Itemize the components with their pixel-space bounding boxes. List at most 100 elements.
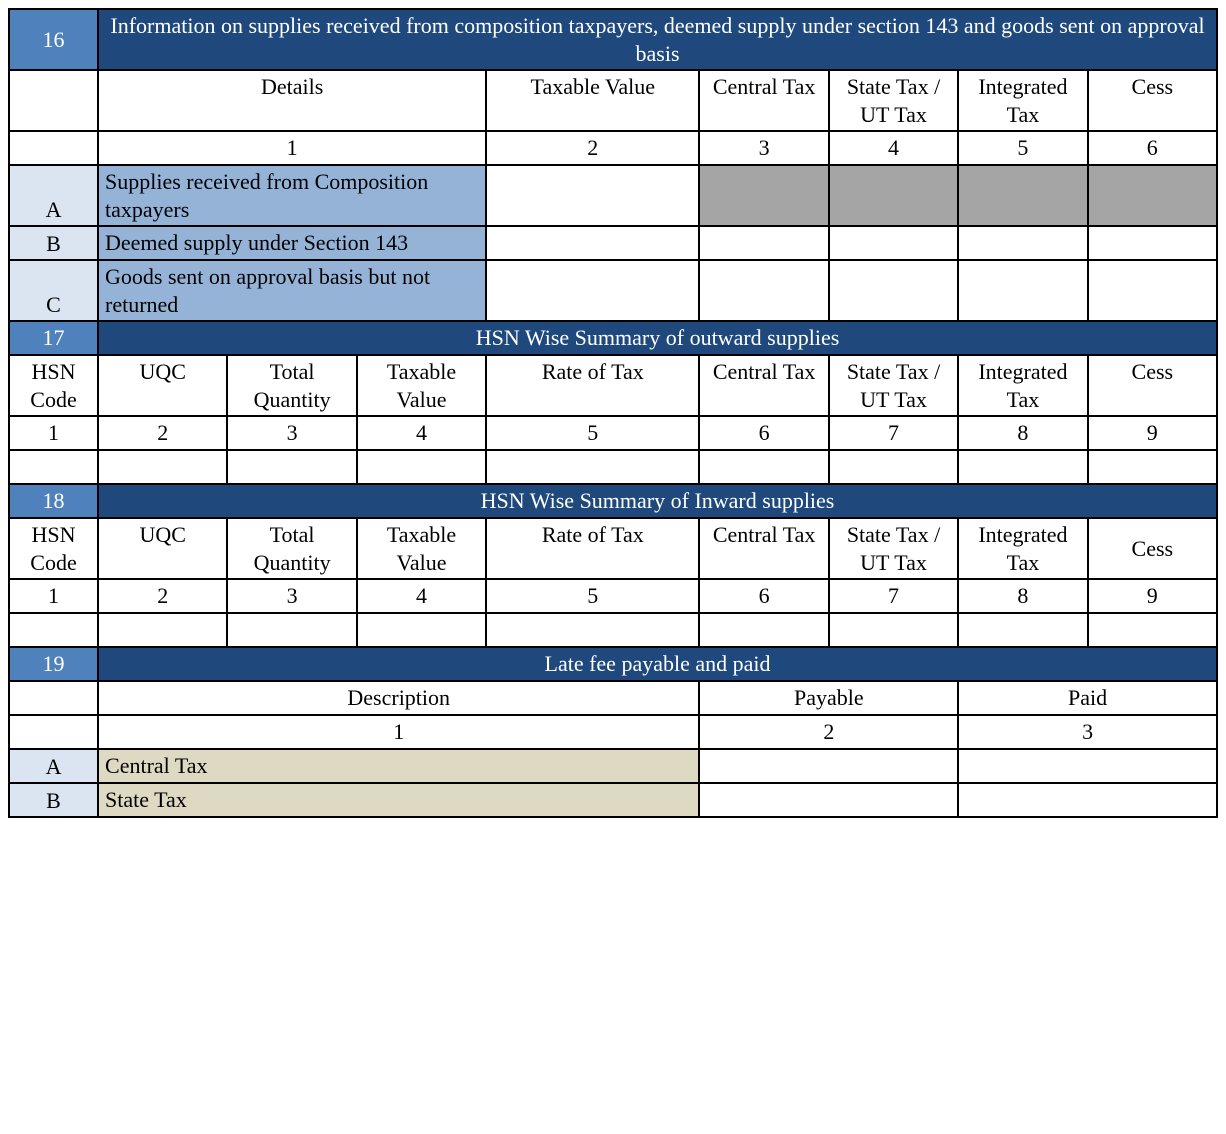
cell-blank [9,131,98,165]
col-total-quantity: Total Quantity [227,355,356,416]
colnum: 9 [1088,579,1217,613]
cell [9,450,98,484]
section-17-title: HSN Wise Summary of outward supplies [98,321,1217,355]
row-B-label: B [9,226,98,260]
cell [829,226,958,260]
cell [829,613,958,647]
cell-na [958,165,1087,226]
section-18-title: HSN Wise Summary of Inward supplies [98,484,1217,518]
cell [9,613,98,647]
row-A-label: A [9,749,98,783]
cell [1088,260,1217,321]
col-payable: Payable [699,681,958,715]
cell [699,613,828,647]
cell [98,613,227,647]
cell [699,783,958,817]
colnum: 8 [958,416,1087,450]
cell [486,165,699,226]
col-taxable-value: Taxable Value [486,70,699,131]
colnum: 1 [9,579,98,613]
cell [1088,226,1217,260]
col-hsn-code: HSN Code [9,518,98,579]
col-uqc: UQC [98,355,227,416]
colnum: 6 [699,579,828,613]
section-16-number: 16 [9,9,98,70]
cell [829,260,958,321]
cell [958,450,1087,484]
colnum: 3 [699,131,828,165]
section-16-title: Information on supplies received from co… [98,9,1217,70]
row-C-desc: Goods sent on approval basis but not ret… [98,260,486,321]
cell [699,260,828,321]
colnum: 3 [227,416,356,450]
cell [958,260,1087,321]
colnum: 7 [829,416,958,450]
cell [98,450,227,484]
cell-blank [9,715,98,749]
cell [1088,613,1217,647]
colnum: 7 [829,579,958,613]
cell [958,226,1087,260]
colnum: 1 [98,131,486,165]
col-state-ut-tax: State Tax / UT Tax [829,355,958,416]
colnum: 3 [958,715,1217,749]
col-paid: Paid [958,681,1217,715]
cell [227,613,356,647]
cell [1088,450,1217,484]
cell [357,450,486,484]
colnum: 1 [98,715,699,749]
row-B-desc: State Tax [98,783,699,817]
cell [958,613,1087,647]
section-17-number: 17 [9,321,98,355]
colnum: 5 [486,416,699,450]
col-integrated-tax: Integrated Tax [958,70,1087,131]
colnum: 2 [486,131,699,165]
col-rate-of-tax: Rate of Tax [486,355,699,416]
col-taxable-value: Taxable Value [357,355,486,416]
cell [486,226,699,260]
col-total-quantity: Total Quantity [227,518,356,579]
col-central-tax: Central Tax [699,355,828,416]
row-C-label: C [9,260,98,321]
cell-na [829,165,958,226]
colnum: 6 [1088,131,1217,165]
cell [699,226,828,260]
row-B-label: B [9,783,98,817]
row-A-label: A [9,165,98,226]
cell [958,783,1217,817]
col-cess: Cess [1088,355,1217,416]
cell [958,749,1217,783]
colnum: 6 [699,416,828,450]
col-taxable-value: Taxable Value [357,518,486,579]
colnum: 2 [98,579,227,613]
col-integrated-tax: Integrated Tax [958,518,1087,579]
col-rate-of-tax: Rate of Tax [486,518,699,579]
col-central-tax: Central Tax [699,70,828,131]
col-uqc: UQC [98,518,227,579]
colnum: 5 [958,131,1087,165]
cell [486,613,699,647]
colnum: 8 [958,579,1087,613]
colnum: 1 [9,416,98,450]
colnum: 9 [1088,416,1217,450]
cell-blank [9,70,98,131]
section-18-number: 18 [9,484,98,518]
row-B-desc: Deemed supply under Section 143 [98,226,486,260]
gst-annual-return-table: 16 Information on supplies received from… [8,8,1218,818]
colnum: 2 [98,416,227,450]
cell [486,260,699,321]
section-19-number: 19 [9,647,98,681]
row-A-desc: Supplies received from Composition taxpa… [98,165,486,226]
cell [699,749,958,783]
row-A-desc: Central Tax [98,749,699,783]
col-cess: Cess [1088,518,1217,579]
colnum: 4 [829,131,958,165]
cell [357,613,486,647]
col-state-ut-tax: State Tax / UT Tax [829,518,958,579]
col-state-ut-tax: State Tax / UT Tax [829,70,958,131]
colnum: 2 [699,715,958,749]
cell-blank [9,681,98,715]
cell [227,450,356,484]
col-details: Details [98,70,486,131]
cell-na [1088,165,1217,226]
